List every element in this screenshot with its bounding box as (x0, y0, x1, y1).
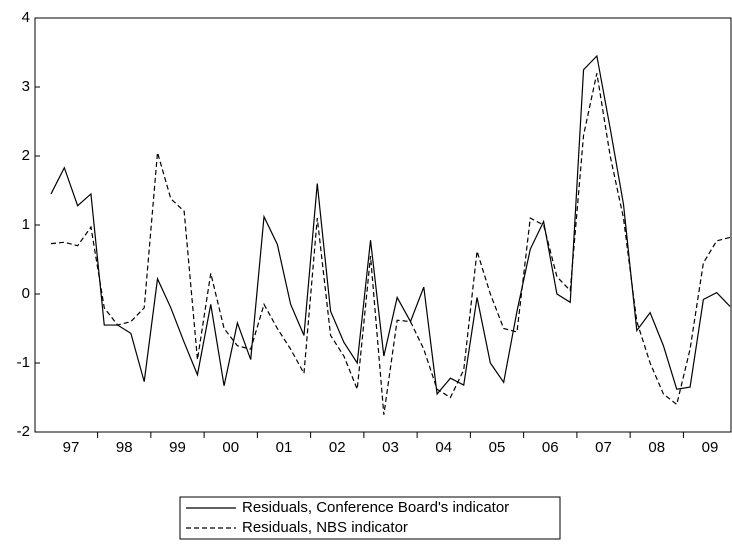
y-tick-label: -1 (17, 354, 30, 371)
x-tick-label: 97 (63, 439, 80, 456)
x-tick-label: 04 (435, 439, 452, 456)
x-tick-label: 07 (595, 439, 612, 456)
x-tick-label: 03 (382, 439, 399, 456)
x-tick-label: 01 (276, 439, 293, 456)
legend-label: Residuals, NBS indicator (242, 519, 408, 536)
y-tick-label: 1 (22, 216, 30, 233)
x-tick-label: 06 (542, 439, 559, 456)
x-tick-label: 98 (116, 439, 133, 456)
series-line (50, 73, 731, 415)
x-tick-label: 99 (169, 439, 186, 456)
y-tick-label: 4 (22, 9, 30, 26)
y-tick-label: 2 (22, 147, 30, 164)
x-tick-label: 02 (329, 439, 346, 456)
series-line (50, 54, 731, 396)
y-tick-label: -2 (17, 423, 30, 440)
x-tick-label: 05 (489, 439, 506, 456)
x-tick-label: 00 (222, 439, 239, 456)
legend-box (179, 496, 561, 540)
y-tick-label: 3 (22, 78, 30, 95)
plot-frame (34, 17, 732, 433)
y-tick-label: 0 (22, 285, 30, 302)
legend-label: Residuals, Conference Board's indicator (242, 499, 509, 516)
x-tick-label: 09 (702, 439, 719, 456)
x-tick-label: 08 (648, 439, 665, 456)
